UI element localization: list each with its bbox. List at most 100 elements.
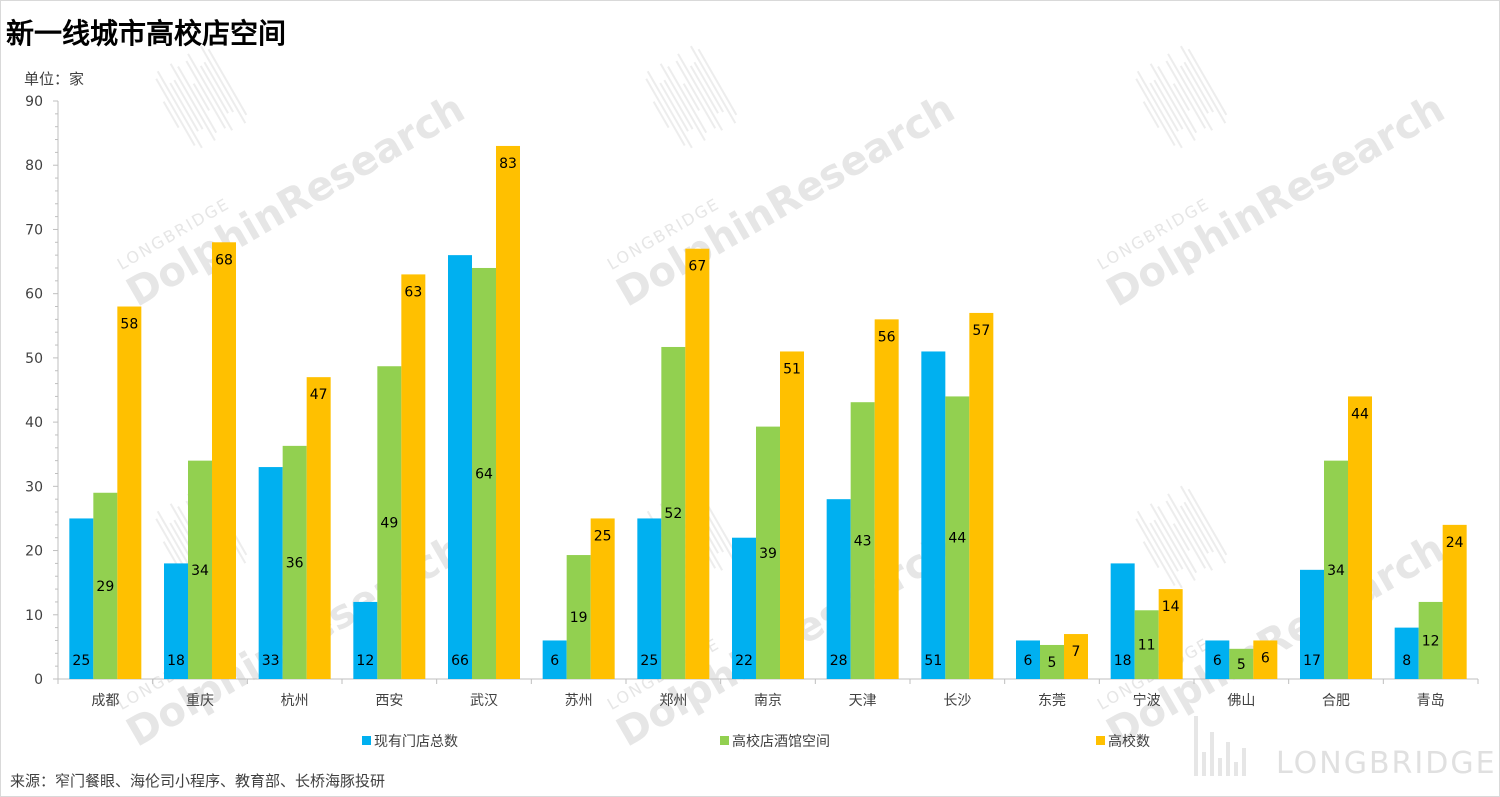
x-tick-label: 东莞	[1038, 693, 1066, 709]
source-note: 来源：窄门餐眼、海伦司小程序、教育部、长桥海豚投研	[10, 772, 386, 790]
watermark-bar	[156, 70, 203, 149]
data-label: 36	[286, 555, 304, 571]
watermark-bar	[1180, 485, 1227, 564]
bar-1	[188, 460, 212, 679]
data-label: 25	[594, 528, 612, 544]
data-label: 64	[475, 466, 493, 482]
watermark-bar	[1142, 101, 1160, 129]
data-label: 28	[830, 653, 848, 669]
watermark-bar	[693, 61, 724, 113]
watermark-bar	[169, 82, 199, 132]
bar-1	[1324, 460, 1348, 679]
data-label: 14	[1162, 599, 1180, 615]
watermark-bar	[1180, 45, 1227, 124]
watermark-bar	[1187, 488, 1228, 556]
watermark-bar	[187, 53, 234, 131]
watermark-bar	[1149, 63, 1196, 141]
bar-2	[590, 518, 615, 679]
longbridge-footer-text: LONGBRIDGE	[1276, 746, 1497, 781]
legend-swatch	[720, 736, 729, 745]
watermark-bar	[207, 48, 248, 116]
watermark-bar	[689, 65, 719, 114]
legend-swatch	[362, 736, 371, 745]
x-tick-label: 宁波	[1133, 692, 1161, 709]
bar-2	[874, 319, 899, 679]
bar-1	[1418, 601, 1443, 679]
data-label: 5	[1048, 655, 1057, 671]
watermark-bar	[1149, 522, 1179, 572]
data-label: 83	[499, 156, 517, 172]
bar-1	[1040, 644, 1064, 679]
bar-1	[377, 366, 402, 679]
data-label: 6	[1261, 650, 1270, 666]
bar-2	[306, 377, 331, 679]
x-tick-label: 西安	[375, 693, 403, 709]
data-label: 5	[1237, 657, 1246, 673]
watermark-bar	[690, 45, 737, 124]
y-tick-label: 30	[25, 479, 43, 495]
y-tick-label: 20	[25, 544, 43, 560]
data-label: 49	[380, 516, 398, 532]
watermark-bar	[173, 79, 204, 130]
watermark-bar	[677, 53, 724, 131]
y-tick-label: 80	[25, 158, 43, 174]
longbridge-bars-icon	[1194, 716, 1246, 776]
bar-2	[496, 145, 520, 679]
bar-0	[1300, 569, 1324, 679]
x-tick-label: 成都	[91, 693, 119, 709]
bar-0	[353, 601, 378, 679]
unit-label: 单位：家	[24, 70, 85, 88]
watermark-bar	[645, 78, 686, 146]
bar-1	[472, 267, 496, 679]
data-label: 18	[167, 653, 185, 669]
data-label: 18	[1114, 653, 1132, 669]
watermark-bar	[663, 79, 694, 130]
watermark-bar	[1157, 506, 1198, 574]
watermark-bar	[1136, 70, 1183, 149]
data-label: 33	[262, 653, 280, 669]
bar-0	[921, 351, 946, 679]
chart-title: 新一线城市高校店空间	[6, 17, 287, 50]
bar-1	[93, 492, 118, 679]
x-tick-label: 佛山	[1227, 693, 1255, 709]
bar-0	[69, 518, 94, 679]
watermark-bar	[1183, 501, 1214, 553]
data-label: 34	[191, 563, 209, 579]
data-label: 17	[1303, 653, 1321, 669]
x-tick-label: 武汉	[470, 693, 498, 709]
data-label: 68	[215, 252, 233, 268]
y-tick-label: 10	[25, 608, 43, 624]
watermark-bar	[646, 70, 693, 149]
bar-0	[542, 640, 567, 679]
bar-2	[1064, 634, 1088, 679]
legend-swatch	[1096, 736, 1105, 745]
data-label: 6	[1213, 653, 1222, 669]
data-label: 11	[1138, 638, 1156, 654]
watermark-bar	[1167, 493, 1214, 571]
bar-0	[164, 563, 188, 679]
data-label: 43	[854, 534, 872, 550]
watermark-bar	[1167, 53, 1214, 131]
data-label: 34	[1327, 563, 1345, 579]
x-tick-label: 郑州	[659, 693, 687, 709]
y-tick-label: 50	[25, 351, 43, 367]
x-tick-label: 南京	[754, 693, 782, 709]
bar-0	[637, 518, 662, 679]
watermark-bar	[192, 83, 211, 112]
data-label: 22	[735, 653, 753, 669]
bar-0	[826, 499, 851, 679]
bar-2	[1442, 524, 1467, 679]
watermark-bar	[1149, 503, 1196, 581]
bar-0	[258, 467, 283, 679]
data-label: 67	[688, 259, 706, 275]
bar-1	[1229, 648, 1254, 679]
bar-0	[732, 537, 756, 679]
data-label: 58	[120, 317, 138, 333]
data-label: 56	[878, 329, 896, 345]
bar-1	[850, 402, 875, 679]
data-label: 7	[1072, 644, 1081, 660]
data-label: 25	[72, 653, 90, 669]
data-label: 57	[972, 323, 990, 339]
